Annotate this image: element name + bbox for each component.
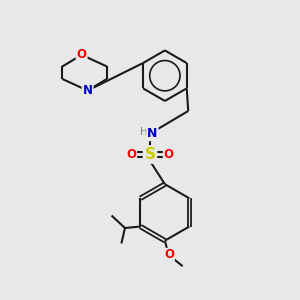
Text: S: S [145,147,155,162]
Text: H: H [140,127,147,137]
Text: N: N [147,127,158,140]
Text: O: O [127,148,136,161]
Text: O: O [164,148,173,161]
Text: O: O [164,248,174,261]
Text: O: O [76,48,87,62]
Text: N: N [82,84,93,97]
